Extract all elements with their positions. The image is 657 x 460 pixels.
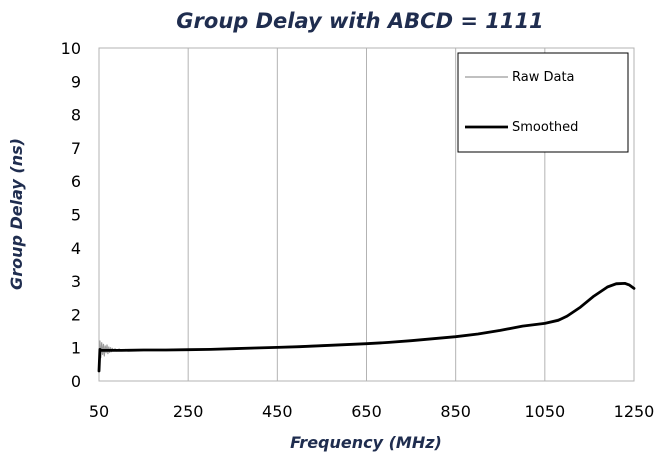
y-tick-label-9: 9 xyxy=(71,72,81,91)
x-tick-label-6: 1250 xyxy=(614,402,655,421)
series-layer xyxy=(97,281,636,373)
plot-area xyxy=(98,47,635,382)
chart-title: Group Delay with ABCD = 1111 xyxy=(176,9,543,33)
legend-label-smoothed: Smoothed xyxy=(512,120,578,135)
x-tick-label-4: 850 xyxy=(440,402,471,421)
x-tick-label-5: 1050 xyxy=(524,402,565,421)
y-axis-label: Group Delay (ns) xyxy=(7,138,26,290)
y-tick-label-1: 1 xyxy=(71,339,81,358)
y-tick-label-0: 0 xyxy=(71,372,81,391)
x-tick-label-2: 450 xyxy=(262,402,293,421)
x-tick-label-0: 50 xyxy=(89,402,109,421)
y-tick-label-8: 8 xyxy=(71,106,81,125)
legend-label-raw-data: Raw Data xyxy=(512,70,575,85)
legend-box xyxy=(457,52,629,153)
x-tick-labels: 50 250 450 650 850 1050 1250 xyxy=(89,402,655,421)
x-tick-label-1: 250 xyxy=(173,402,204,421)
x-tick-label-3: 650 xyxy=(351,402,382,421)
y-tick-label-2: 2 xyxy=(71,305,81,324)
y-tick-label-5: 5 xyxy=(71,206,81,225)
y-tick-label-10: 10 xyxy=(61,39,81,58)
x-axis-label: Frequency (MHz) xyxy=(290,433,442,452)
y-tick-label-3: 3 xyxy=(71,272,81,291)
legend: Raw Data Smoothed xyxy=(457,52,629,153)
y-tick-label-6: 6 xyxy=(71,172,81,191)
y-tick-label-7: 7 xyxy=(71,139,81,158)
y-tick-labels: 0 1 2 3 4 5 6 7 8 9 10 xyxy=(61,39,81,391)
y-tick-label-4: 4 xyxy=(71,239,81,258)
series-line-smoothed xyxy=(97,281,636,373)
